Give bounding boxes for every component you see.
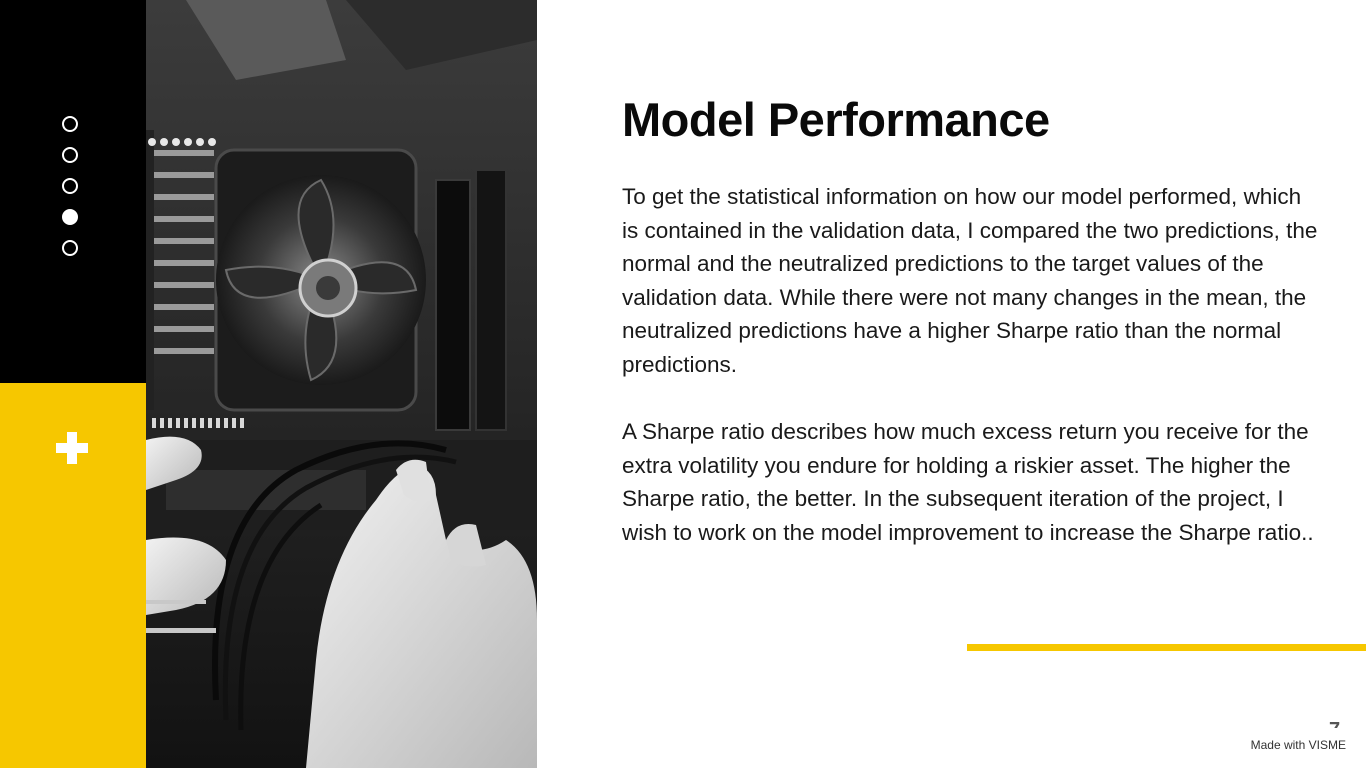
slide-navigation (62, 116, 82, 271)
made-with-credit[interactable]: Made with VISME (1250, 738, 1346, 752)
slide-title: Model Performance (622, 93, 1050, 146)
body-paragraph-1: To get the statistical information on ho… (622, 184, 1318, 377)
plus-icon (56, 432, 88, 464)
nav-dot-3[interactable] (62, 178, 78, 194)
nav-dot-2[interactable] (62, 147, 78, 163)
slide-body: To get the statistical information on ho… (622, 180, 1322, 550)
hardware-photo (146, 0, 537, 768)
accent-bar (967, 644, 1366, 651)
body-paragraph-2: A Sharpe ratio describes how much excess… (622, 419, 1314, 545)
nav-dot-1[interactable] (62, 116, 78, 132)
page-number: 7 (1329, 716, 1340, 728)
nav-dot-4-active[interactable] (62, 209, 78, 225)
nav-dot-5[interactable] (62, 240, 78, 256)
sidebar-dark-panel (0, 0, 146, 383)
